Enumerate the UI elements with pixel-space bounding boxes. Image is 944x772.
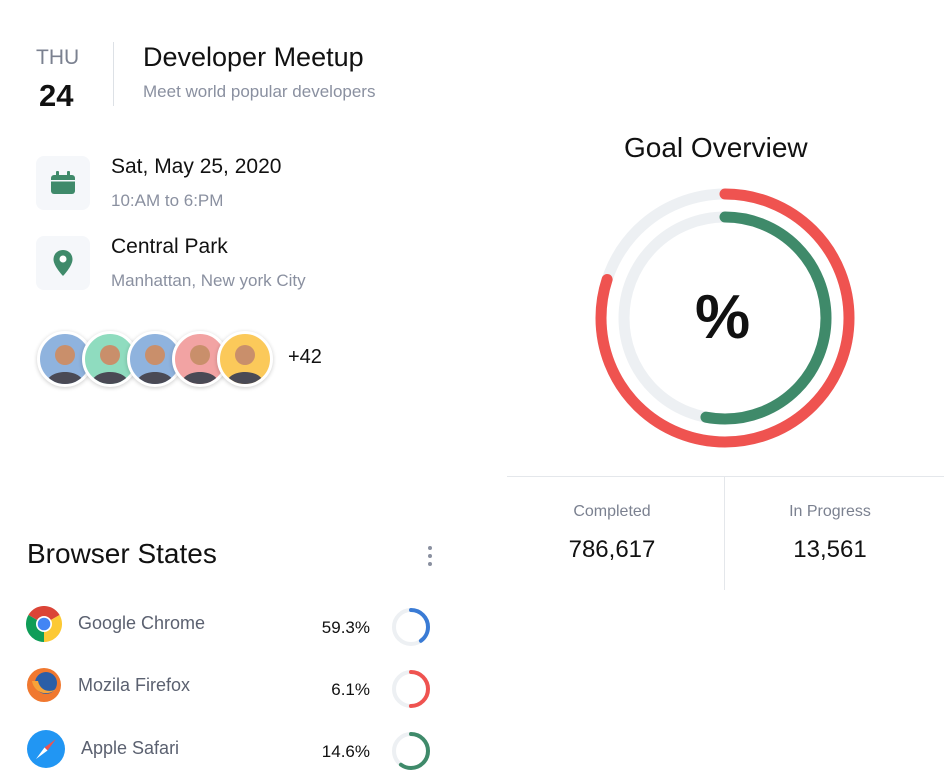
browser-name: Apple Safari <box>81 738 180 758</box>
chrome-icon <box>26 606 62 642</box>
attendees-more-count[interactable]: +42 <box>288 346 322 368</box>
browser-share-ring <box>392 608 430 646</box>
location-pin-icon <box>36 236 90 290</box>
stat-in-progress-label: In Progress <box>789 503 871 520</box>
event-date: Sat, May 25, 2020 <box>111 155 282 178</box>
goal-ring-chart <box>595 188 855 448</box>
event-day: 24 <box>39 78 74 113</box>
goal-title: Goal Overview <box>624 132 808 163</box>
attendee-avatar[interactable] <box>217 331 273 387</box>
ring-arc <box>392 670 430 708</box>
divider <box>113 42 114 106</box>
stat-completed-label: Completed <box>573 503 651 520</box>
calendar-icon <box>36 156 90 210</box>
browser-share-ring <box>392 732 430 770</box>
goal-center-text: % <box>695 283 751 352</box>
event-address: Manhattan, New york City <box>111 271 306 290</box>
event-day-of-week: THU <box>36 46 80 69</box>
browser-share-ring <box>392 670 430 708</box>
browser-value: 6.1% <box>331 680 370 699</box>
browser-value: 14.6% <box>321 742 370 761</box>
browser-value: 59.3% <box>321 618 370 637</box>
divider <box>507 476 944 477</box>
firefox-icon <box>27 668 61 702</box>
stat-completed-value: 786,617 <box>568 536 656 563</box>
safari-icon <box>27 730 65 768</box>
browser-name: Google Chrome <box>78 613 206 633</box>
divider <box>724 477 725 590</box>
inner-progress-arc <box>618 211 832 425</box>
event-place: Central Park <box>111 235 228 258</box>
attendee-avatar[interactable] <box>127 331 183 387</box>
outer-progress-arc <box>595 188 855 448</box>
event-time: 10:AM to 6:PM <box>111 191 224 210</box>
event-subtitle: Meet world popular developers <box>143 82 376 101</box>
browser-states-title: Browser States <box>27 538 217 569</box>
event-title[interactable]: Developer Meetup <box>143 42 364 72</box>
ring-arc <box>392 732 430 770</box>
more-vertical-icon[interactable] <box>424 544 436 568</box>
ring-arc <box>392 608 430 646</box>
browser-name: Mozila Firefox <box>78 675 191 695</box>
stat-in-progress-value: 13,561 <box>793 536 867 563</box>
